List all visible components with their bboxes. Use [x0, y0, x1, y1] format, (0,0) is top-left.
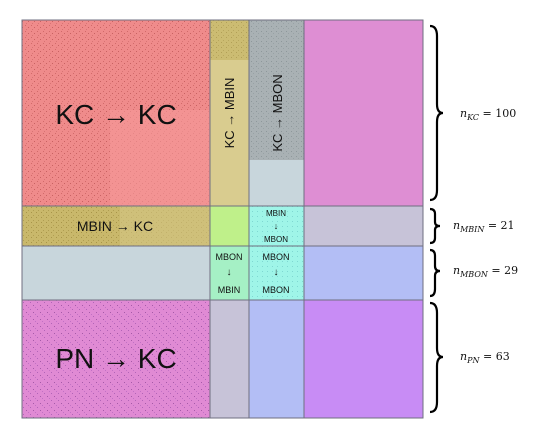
block-mbon-kc [22, 246, 210, 300]
block-mbon-mbon [249, 246, 304, 300]
block-kc-pn [304, 20, 423, 206]
matrix [21, 19, 424, 419]
size-mbin: nMBIN = 21 [453, 219, 515, 234]
block-mbon-pn [304, 246, 423, 300]
label-mbin-kc: MBIN → KC [77, 218, 153, 234]
label-mbon-mbon-bottom: MBON [263, 285, 290, 295]
label-mbin-mbon-top: MBIN [266, 209, 286, 218]
grid-lines [21, 19, 424, 419]
label-mbin-mbon-arrow: ↓ [274, 221, 279, 231]
label-mbin-mbon-bottom: MBON [264, 235, 288, 244]
block-mbin-kc-light [120, 206, 210, 246]
block-mbon-mbin [210, 246, 249, 300]
brace-kc [429, 24, 444, 202]
label-kc-mbon: KC → MBON [270, 74, 285, 151]
block-pn-mbin [210, 300, 249, 418]
label-mbon-mbon-arrow: ↓ [274, 267, 279, 278]
block-kc-mbon-top [249, 20, 304, 160]
brace-mbin [429, 207, 441, 245]
block-kc-mbin-top [210, 20, 249, 60]
label-mbon-mbon-top: MBON [263, 252, 290, 262]
label-mbon-mbin-bottom: MBIN [218, 285, 241, 295]
block-pn-kc [22, 300, 210, 418]
block-mbin-mbin [210, 206, 249, 246]
label-kc-mbin: KC → MBIN [222, 78, 237, 149]
label-mbon-mbin-arrow: ↓ [227, 267, 232, 278]
brace-pn [429, 301, 444, 414]
block-mbin-pn [304, 206, 423, 246]
brace-mbon [429, 248, 441, 298]
block-kc-kc-fade [110, 110, 210, 206]
label-kc-kc: KC → KC [55, 99, 176, 130]
braces [429, 24, 444, 414]
block-pn-pn [304, 300, 423, 418]
block-mbin-mbon [249, 206, 304, 246]
label-pn-kc: PN → KC [55, 343, 176, 374]
label-mbon-mbin-top: MBON [216, 252, 243, 262]
size-kc: nKC = 100 [460, 107, 516, 122]
block-pn-mbon [249, 300, 304, 418]
size-mbon: nMBON = 29 [453, 264, 518, 279]
size-pn: nPN = 63 [460, 350, 510, 365]
